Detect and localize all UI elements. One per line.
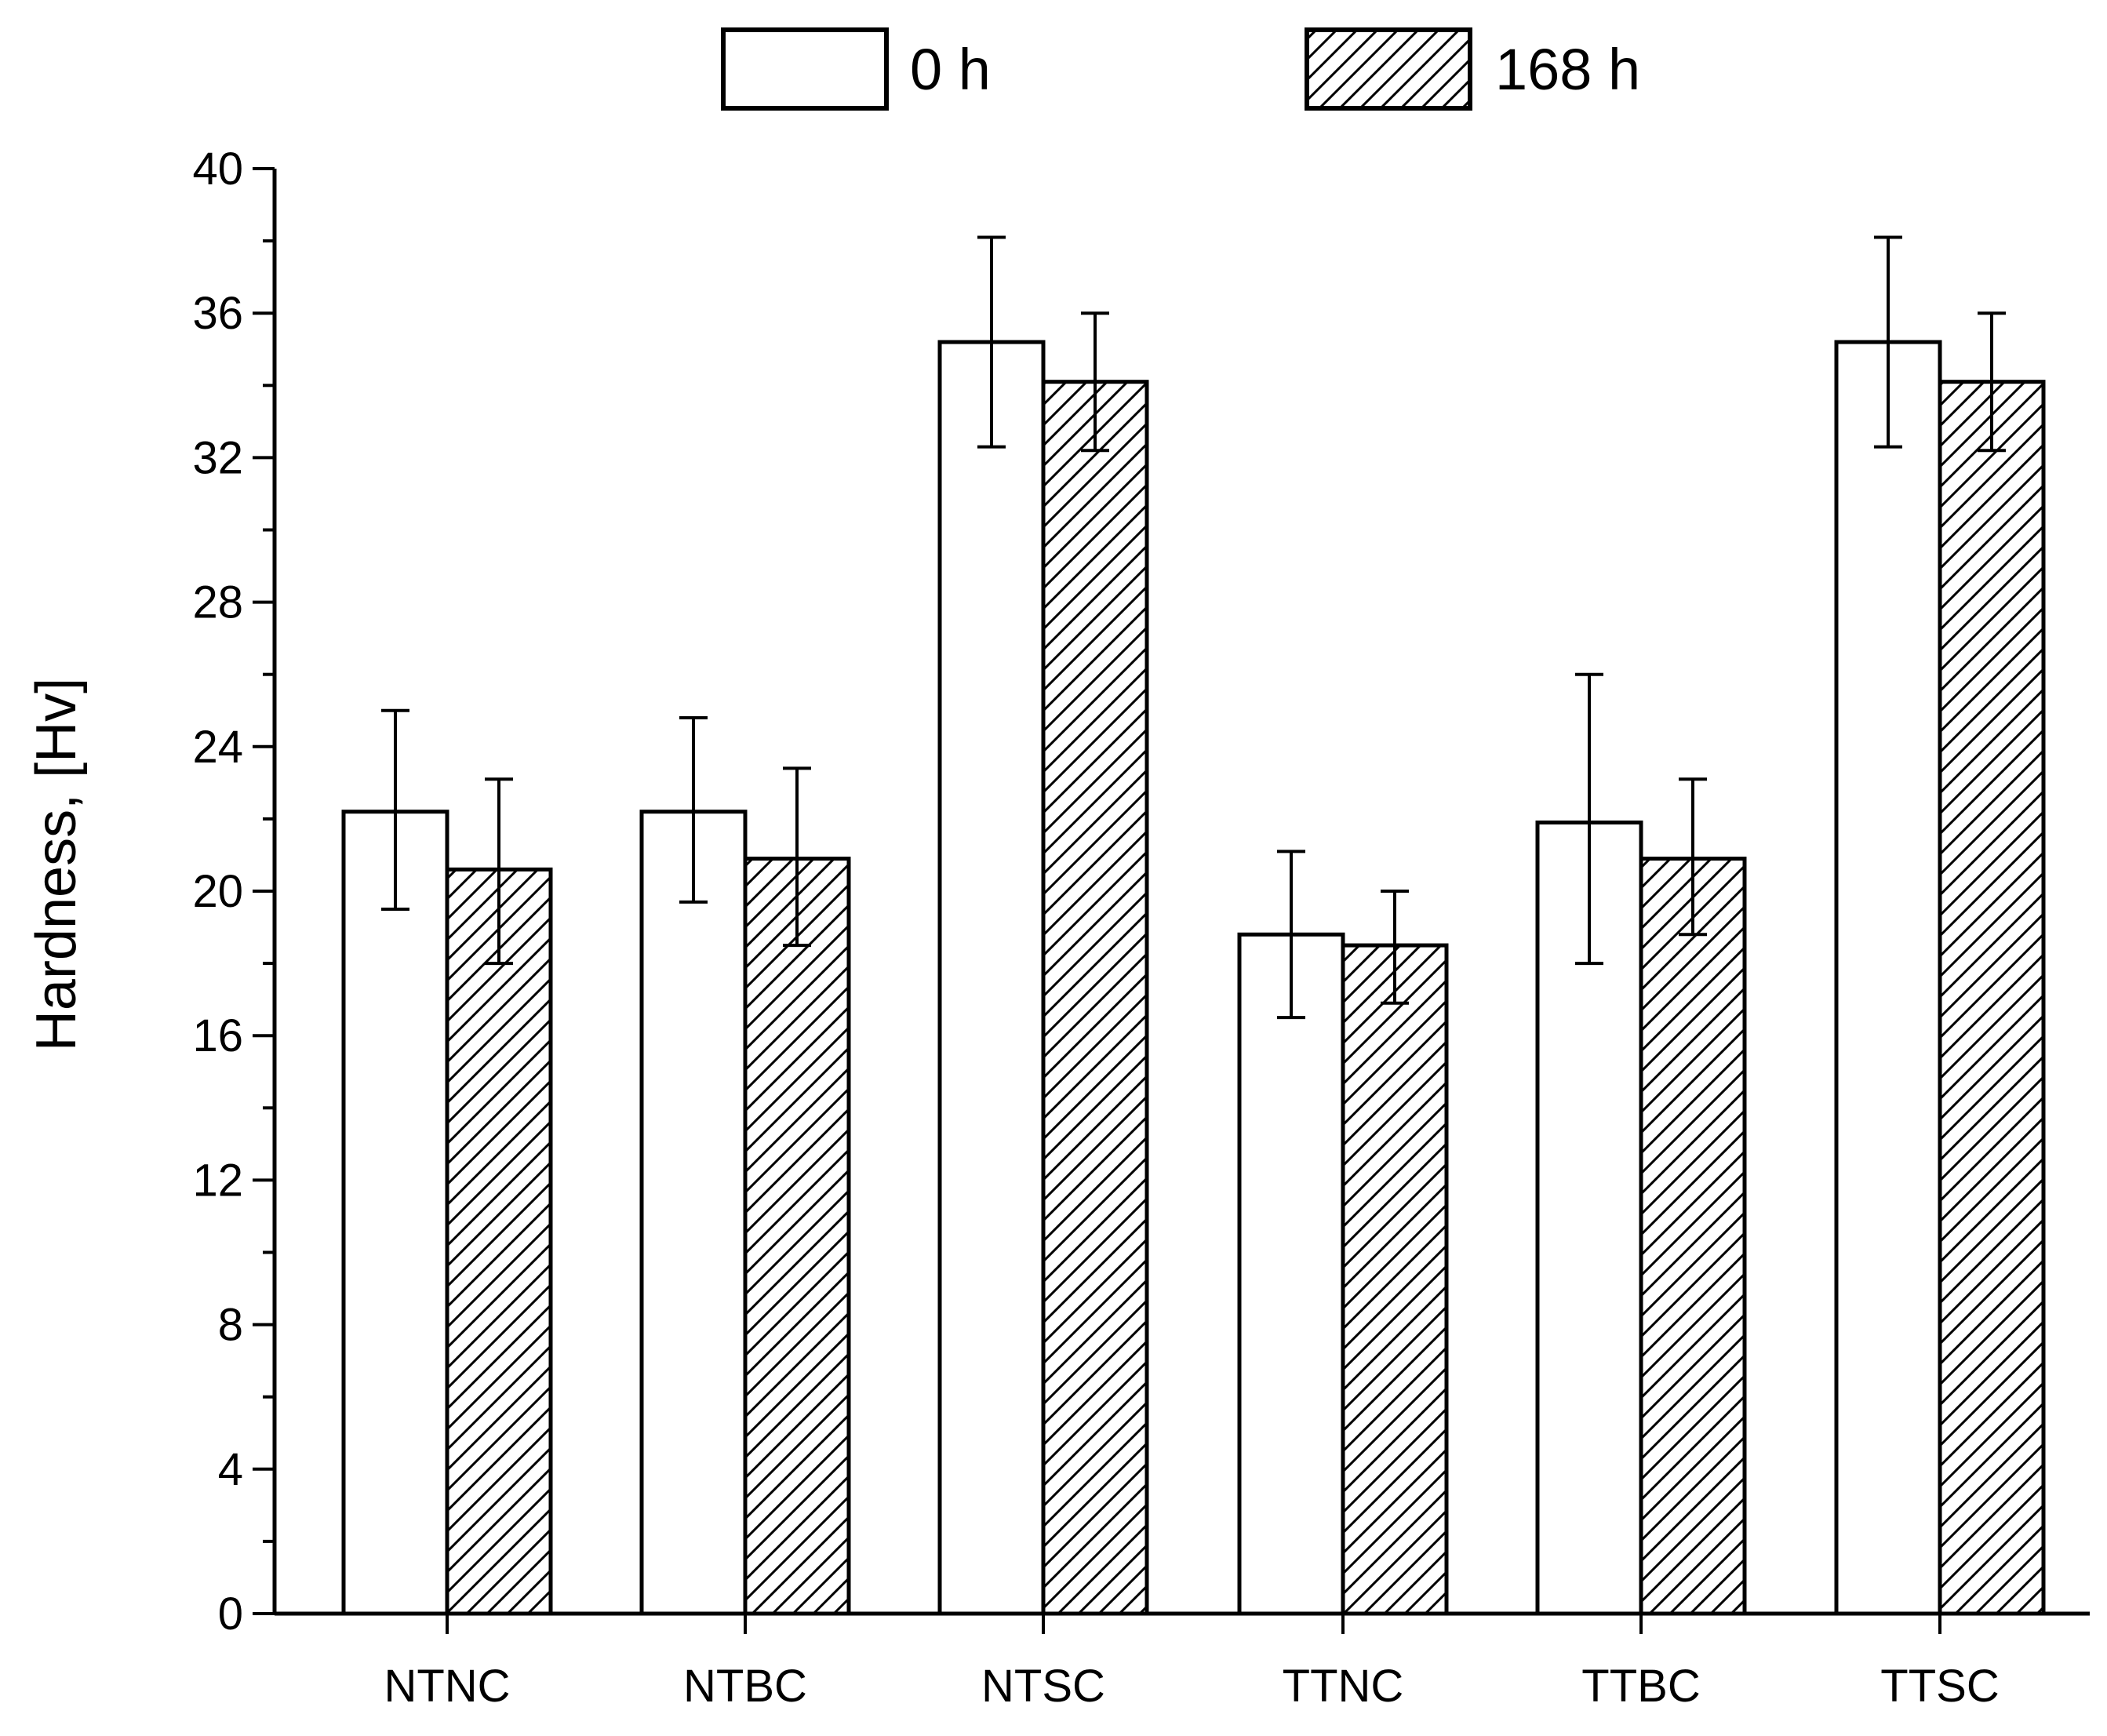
y-axis-title: Hardness, [Hv] <box>25 678 88 1051</box>
x-tick-label: NTBC <box>683 1661 807 1712</box>
y-tick-label: 36 <box>192 288 243 339</box>
legend-label-0h: 0 h <box>910 37 991 102</box>
x-tick-label: NTSC <box>981 1661 1105 1712</box>
bar-ntsc-0h <box>937 340 1046 1616</box>
x-tick-label: TTNC <box>1283 1661 1404 1712</box>
bars <box>341 340 2046 1616</box>
bar-ntbc-168h <box>743 857 851 1616</box>
bar-ttbc-168h <box>1639 857 1747 1616</box>
y-tick-label: 28 <box>192 577 243 628</box>
bar-ntnc-168h <box>445 867 553 1616</box>
plot-area: 0 4 8 12 16 20 24 28 32 36 40 NTNC NTBC NTSC TTNC TTBC… <box>192 144 2090 1712</box>
bar-ttnc-0h <box>1237 932 1345 1616</box>
y-tick-label: 16 <box>192 1010 243 1061</box>
error-bars <box>381 235 2006 1020</box>
x-axis: NTNC NTBC NTSC TTNC TTBC TTSC <box>384 1614 2000 1712</box>
x-tick-label: NTNC <box>384 1661 510 1712</box>
y-tick-label: 4 <box>218 1444 243 1495</box>
y-tick-label: 32 <box>192 432 243 483</box>
x-tick-label: TTSC <box>1880 1661 1999 1712</box>
y-axis: 0 4 8 12 16 20 24 28 32 36 40 <box>192 144 275 1640</box>
bar-ntnc-0h <box>341 810 449 1616</box>
legend-label-168h: 168 h <box>1495 37 1640 102</box>
legend: 0 h 168 h <box>721 27 1640 111</box>
y-tick-label: 12 <box>192 1155 243 1206</box>
y-tick-label: 0 <box>218 1589 243 1640</box>
y-tick-label: 24 <box>192 722 243 773</box>
y-tick-label: 20 <box>192 866 243 917</box>
bar-ttnc-168h <box>1341 943 1449 1616</box>
bar-ttsc-168h <box>1938 380 2046 1616</box>
y-tick-label: 8 <box>218 1300 243 1351</box>
bar-ttsc-0h <box>1834 340 1942 1616</box>
bar-ntsc-168h <box>1041 380 1149 1616</box>
legend-swatch-168h <box>1305 27 1472 111</box>
legend-swatch-0h <box>721 27 889 111</box>
x-tick-label: TTBC <box>1581 1661 1700 1712</box>
y-tick-label: 40 <box>192 144 243 195</box>
bar-ntbc-0h <box>639 810 748 1616</box>
